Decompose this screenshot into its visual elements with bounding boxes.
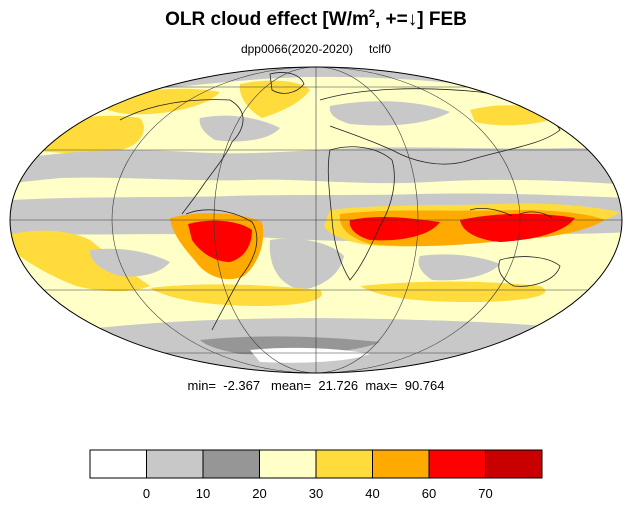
stats-mean-value: 21.726 <box>318 378 359 393</box>
coast-north-america <box>119 99 244 215</box>
colorbar-bin <box>259 449 317 479</box>
map-subtitle: dpp0066(2020-2020) tclf0 <box>0 42 632 56</box>
field-spacific-yellow <box>12 230 150 292</box>
map-title: OLR cloud effect [W/m2, +=↓] FEB <box>165 8 467 30</box>
field-satlantic-gray <box>269 238 344 290</box>
coastlines <box>119 72 561 331</box>
field-socean-yellow-east <box>360 281 546 302</box>
colorbar-bin <box>202 449 260 479</box>
field-natlantic-gray <box>199 115 280 142</box>
stats-min-label: min= <box>187 378 217 393</box>
colorbar-tick-label: 0 <box>142 486 151 501</box>
colorbar-tick-label: 40 <box>365 486 380 501</box>
variable-label: tclf0 <box>369 42 392 56</box>
field-spacific-gray <box>90 248 170 277</box>
field-eurasia-gray <box>329 101 450 126</box>
field-npacific-yellow <box>28 115 144 154</box>
globe-outline <box>9 66 623 374</box>
field-indian-gray <box>418 254 500 281</box>
stats-max-value: 90.764 <box>404 378 445 393</box>
field-sam-red <box>188 220 252 262</box>
colorbar-bin <box>428 449 486 479</box>
colorbar <box>89 449 543 479</box>
coast-greenland <box>269 72 305 94</box>
colorbar-bin <box>146 449 204 479</box>
graticule <box>10 67 622 373</box>
colorbar-tick-label: 70 <box>478 486 493 501</box>
coast-south-america <box>185 209 258 331</box>
coast-australia <box>498 256 561 287</box>
stats-max-label: max= <box>365 378 398 393</box>
coast-africa <box>327 146 395 281</box>
colorbar-tick-label: 10 <box>195 486 211 501</box>
colorbar-bin <box>372 449 430 479</box>
mollweide-map <box>9 66 623 374</box>
field-nmid-gray <box>10 147 622 185</box>
colorbar-bin <box>315 449 373 479</box>
colorbar-tick-label: 30 <box>308 486 324 501</box>
colorbar-tick-label: 20 <box>252 486 267 501</box>
stats-line: min= -2.367 mean= 21.726 max= 90.764 <box>0 378 632 393</box>
map-field <box>10 67 622 373</box>
experiment-label: dpp0066(2020-2020) <box>240 42 354 56</box>
colorbar-bin <box>485 449 543 479</box>
field-natlantic-yellow <box>239 80 310 118</box>
field-maritime-red <box>460 213 575 242</box>
colorbar-tick-label: 60 <box>421 486 437 501</box>
coast-indonesia <box>469 208 553 219</box>
colorbar-bin <box>89 449 147 479</box>
coast-eurasia <box>319 88 561 165</box>
stats-min-value: -2.367 <box>223 378 261 393</box>
field-subtrop-pale <box>10 185 220 198</box>
stats-mean-label: mean= <box>270 378 312 393</box>
field-antarctic-white <box>250 347 370 363</box>
